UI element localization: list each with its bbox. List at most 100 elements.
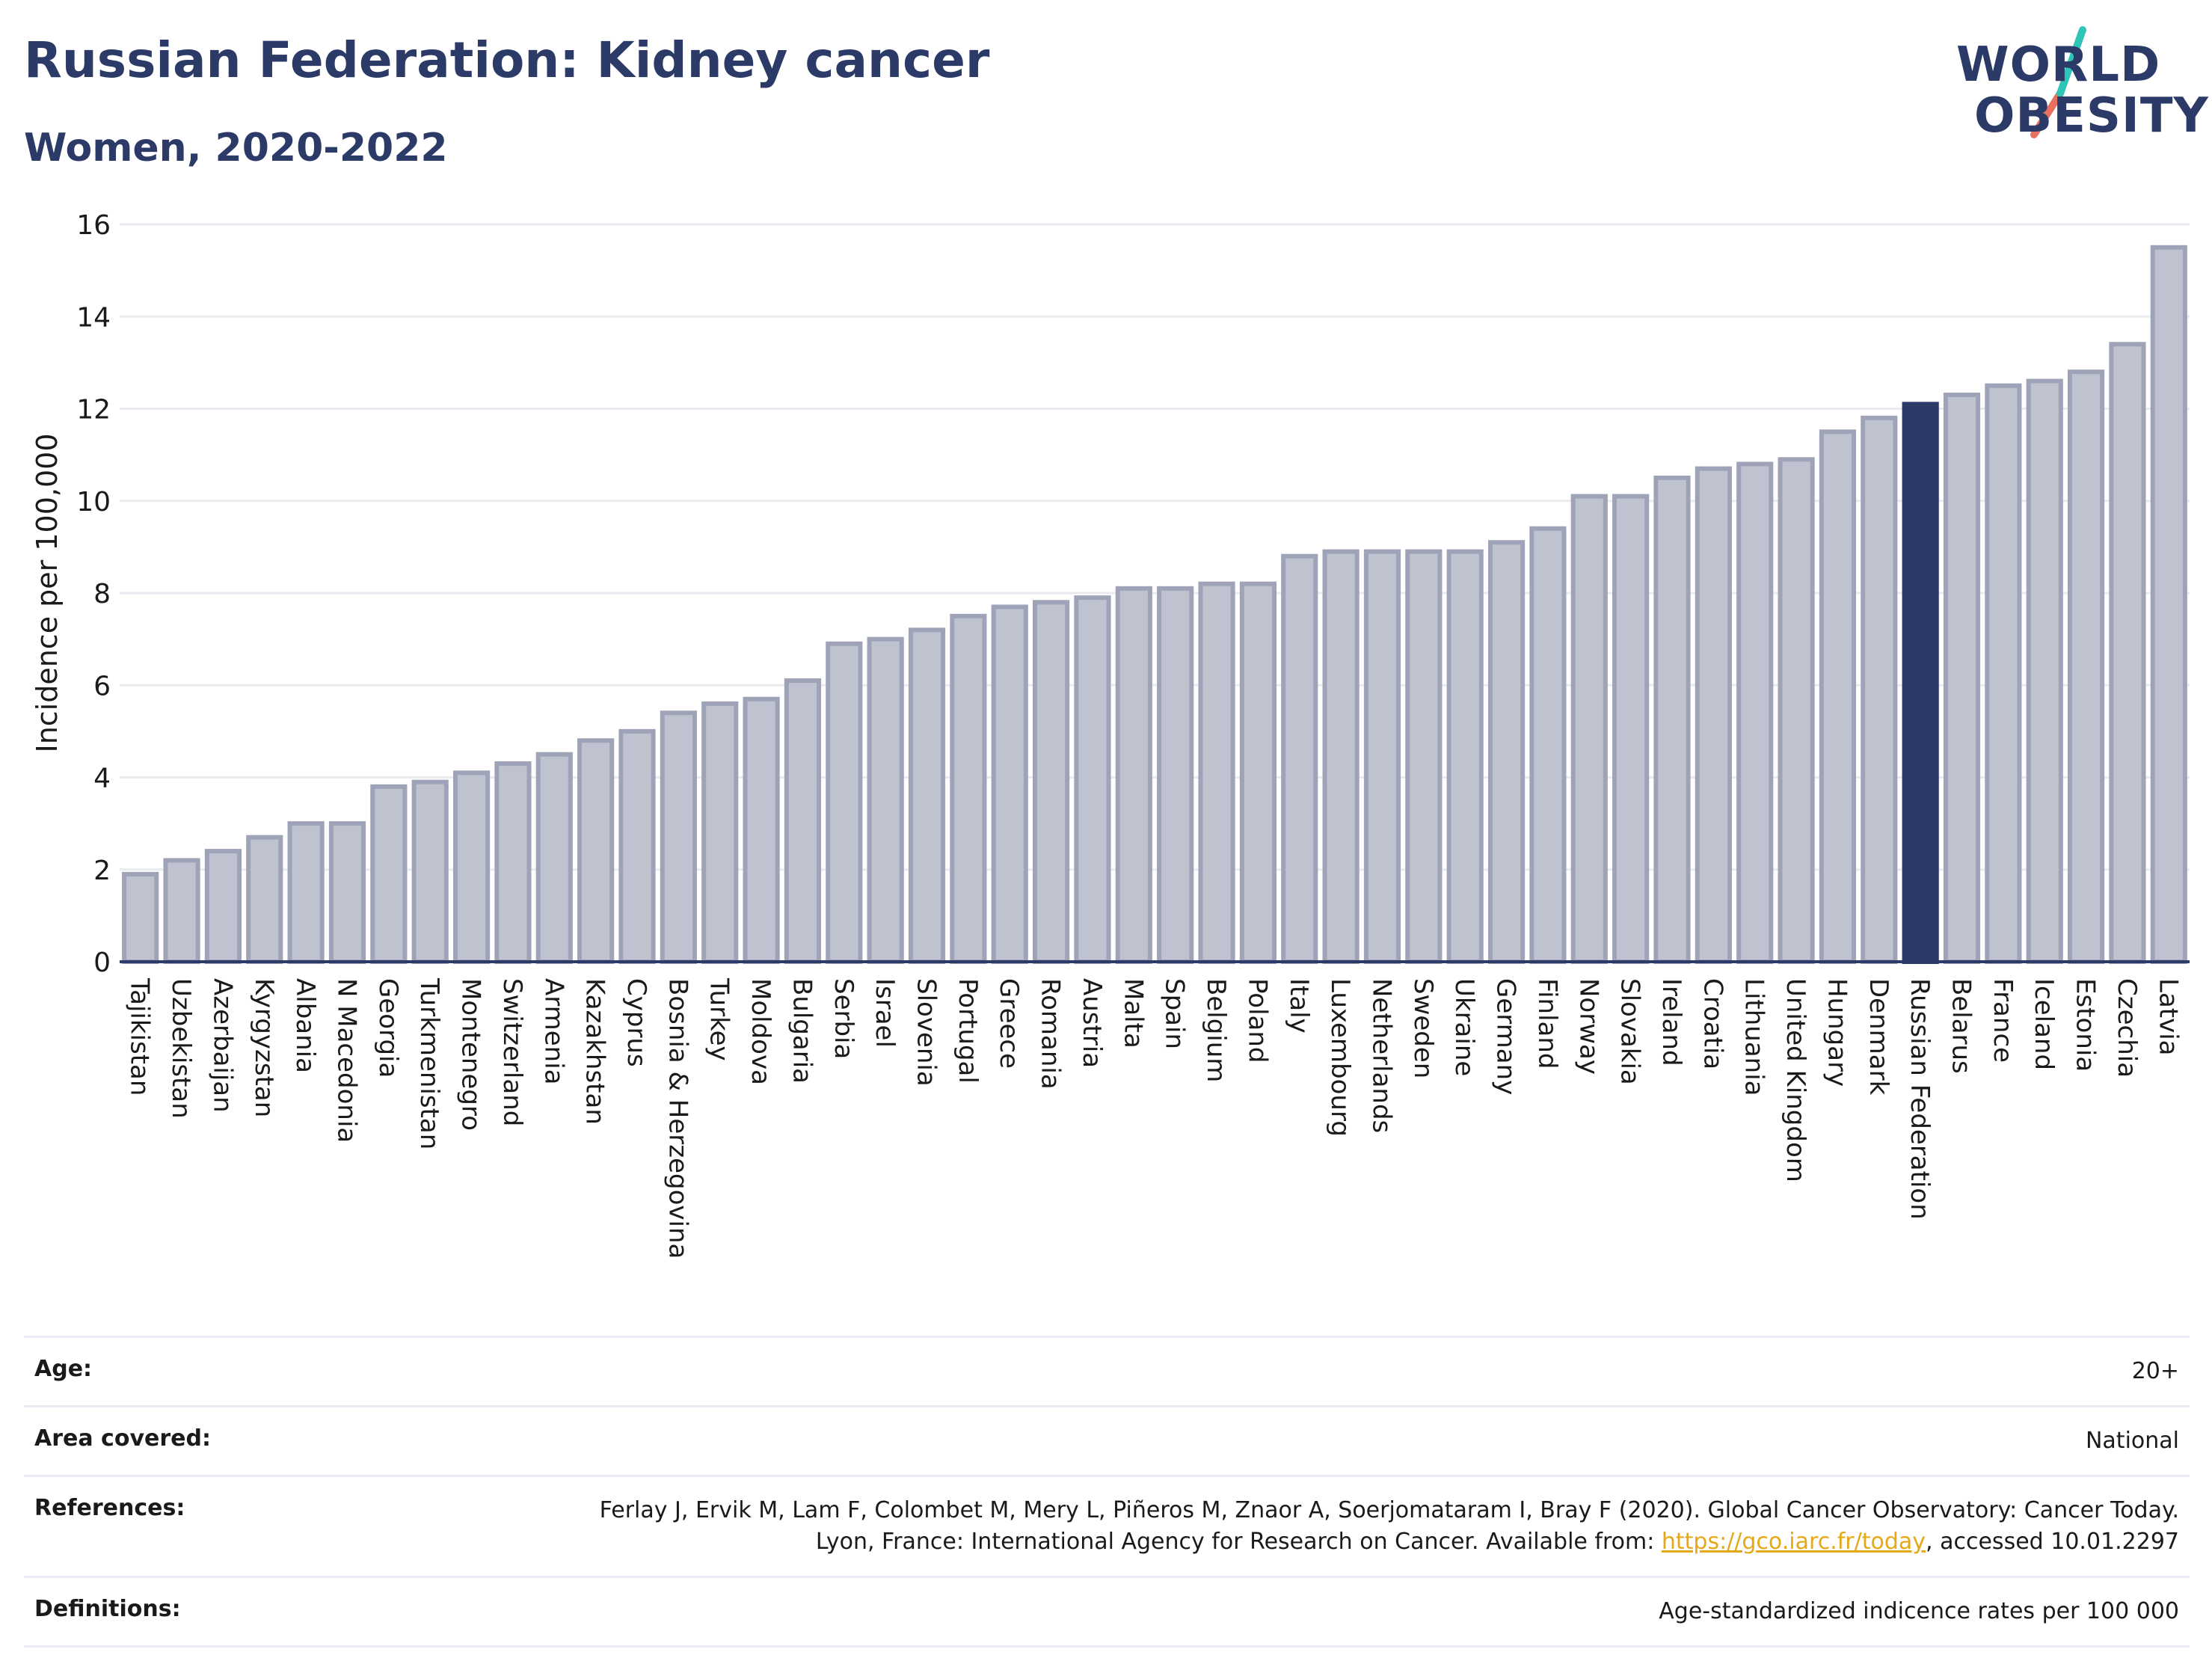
x-tick-label: Russian Federation <box>1905 978 1935 1220</box>
x-tick-label: Slovenia <box>912 978 941 1087</box>
x-tick-label: N Macedonia <box>331 978 361 1143</box>
bar <box>2109 342 2146 965</box>
y-tick-label: 4 <box>93 764 111 794</box>
x-tick-label: Turkmenistan <box>414 977 444 1149</box>
bar <box>1074 595 1111 964</box>
y-tick-label: 0 <box>93 948 111 978</box>
x-tick-label: Albania <box>290 978 320 1073</box>
bar <box>618 728 656 964</box>
x-tick-label: Belgium <box>1201 978 1231 1082</box>
x-tick-label: United Kingdom <box>1781 978 1810 1182</box>
bar <box>1570 494 1608 964</box>
logo-line-1: WORLD <box>1956 37 2161 93</box>
bar <box>1778 457 1815 964</box>
bar <box>784 678 822 965</box>
age-label: Age: <box>34 1356 93 1382</box>
y-tick-label: 10 <box>76 487 111 518</box>
bar <box>1695 466 1732 964</box>
x-tick-label: Ireland <box>1656 978 1686 1066</box>
y-tick-label: 8 <box>93 579 111 610</box>
bar <box>204 849 242 964</box>
bar <box>577 738 615 964</box>
bar <box>246 835 283 965</box>
x-tick-label: Lithuania <box>1739 978 1769 1096</box>
x-tick-label: Romania <box>1036 978 1066 1090</box>
x-tick-label: Turkey <box>704 977 734 1061</box>
bar <box>122 871 159 964</box>
bar <box>452 770 491 965</box>
y-tick-label: 6 <box>93 671 111 701</box>
x-tick-label: Denmark <box>1864 978 1893 1096</box>
bar <box>1446 549 1484 964</box>
x-tick-label: Israel <box>870 978 900 1048</box>
bar <box>328 821 366 964</box>
x-tick-label: Netherlands <box>1366 978 1396 1133</box>
y-tick-label: 16 <box>76 210 111 241</box>
x-tick-label: Malta <box>1118 978 1148 1048</box>
x-tick-label: Bulgaria <box>787 978 817 1084</box>
y-tick-label: 12 <box>76 395 111 426</box>
logo-line-2: OBESITY <box>1974 88 2209 144</box>
x-tick-label: Ukraine <box>1449 978 1479 1076</box>
definitions-value: Age-standardized indicence rates per 100… <box>1659 1598 2179 1624</box>
x-tick-label: France <box>1988 978 2018 1063</box>
bar <box>1322 549 1360 964</box>
x-tick-label: Latvia <box>2153 978 2183 1056</box>
references-text: Ferlay J, Ervik M, Lam F, Colombet M, Me… <box>599 1497 2179 1555</box>
x-tick-label: Hungary <box>1822 978 1852 1087</box>
bar <box>1115 586 1152 965</box>
bar <box>163 858 200 965</box>
x-tick-label: Croatia <box>1698 978 1727 1069</box>
bar <box>494 761 532 964</box>
bar <box>535 752 573 964</box>
metadata-table: Age: 20+ Area covered: National Referenc… <box>24 1336 2190 1648</box>
references-label: References: <box>34 1495 185 1521</box>
bar <box>1281 553 1318 964</box>
bar-highlight <box>1902 402 1939 964</box>
bar <box>1198 581 1235 964</box>
x-tick-label: Kyrgyzstan <box>249 978 279 1117</box>
meta-row-area: Area covered: National <box>24 1405 2190 1475</box>
x-tick-label: Norway <box>1573 978 1603 1075</box>
bar <box>2150 245 2187 964</box>
bar <box>1033 600 1070 964</box>
x-tick-label: Cyprus <box>621 978 651 1067</box>
definitions-label: Definitions: <box>34 1596 181 1622</box>
x-tick-label: Spain <box>1160 978 1190 1049</box>
bar <box>1612 494 1650 964</box>
bar <box>1819 429 1857 964</box>
references-link[interactable]: https://gco.iarc.fr/today <box>1661 1529 1926 1555</box>
x-tick-label: Belarus <box>1947 978 1976 1074</box>
bar <box>743 696 780 964</box>
x-tick-label: Montenegro <box>456 978 486 1131</box>
x-tick-label: Georgia <box>373 978 403 1078</box>
x-tick-label: Czechia <box>2112 978 2142 1078</box>
chart-subtitle: Women, 2020-2022 <box>24 126 448 171</box>
x-tick-label: Serbia <box>829 978 858 1059</box>
y-tick-label: 2 <box>93 856 111 886</box>
bar <box>411 779 449 964</box>
bar <box>1861 415 1898 964</box>
x-tick-label: Switzerland <box>497 978 527 1126</box>
x-axis-ticks: Tajikistan Uzbekistan Azerbaijan Kyrgyzstan… <box>125 977 2184 1259</box>
y-axis-label: Incidence per 100,000 <box>31 433 64 752</box>
bars <box>120 245 2190 965</box>
x-tick-label: Estonia <box>2071 978 2101 1072</box>
x-tick-label: Luxembourg <box>1325 978 1355 1137</box>
meta-row-references: References: Ferlay J, Ervik M, Lam F, Co… <box>24 1475 2190 1576</box>
bar <box>1943 393 1981 964</box>
bar <box>950 613 987 964</box>
bar <box>908 627 946 964</box>
bar <box>1363 549 1401 964</box>
bar <box>1985 383 2022 964</box>
bar <box>287 821 325 964</box>
area-value: National <box>2085 1428 2179 1454</box>
references-value: Ferlay J, Ervik M, Lam F, Colombet M, Me… <box>534 1495 2179 1558</box>
bar <box>701 701 739 965</box>
area-label: Area covered: <box>34 1425 211 1452</box>
x-tick-label: Armenia <box>538 978 568 1085</box>
x-tick-label: Tajikistan <box>125 977 155 1096</box>
x-tick-label: Azerbaijan <box>207 978 237 1113</box>
x-tick-label: Portugal <box>953 978 983 1084</box>
bar <box>991 604 1028 964</box>
